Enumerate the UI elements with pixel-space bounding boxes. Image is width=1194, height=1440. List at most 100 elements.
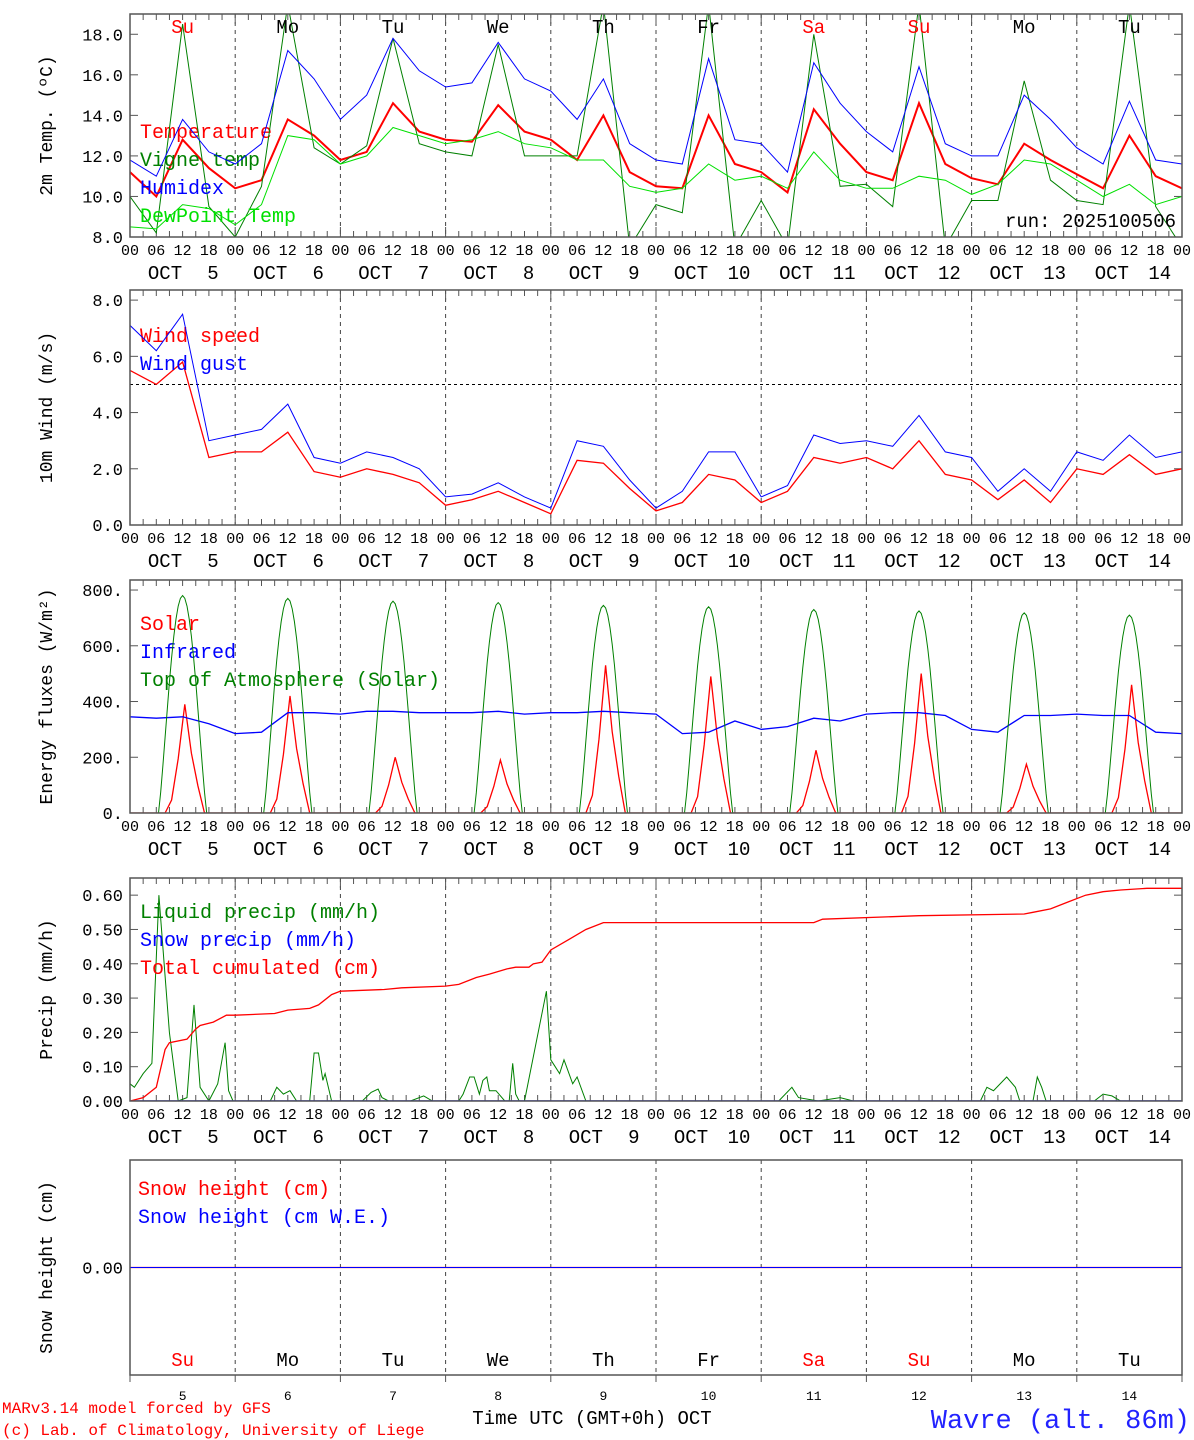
weekday-label: Mo <box>276 17 299 39</box>
y-tick-label: 0.30 <box>82 991 123 1010</box>
hour-label: 18 <box>200 243 218 260</box>
hour-label: 18 <box>936 531 954 548</box>
hour-label: 18 <box>410 1107 428 1124</box>
hour-label: 00 <box>121 243 139 260</box>
weekday-label: Su <box>171 17 194 39</box>
weekday-label: Th <box>592 1350 615 1372</box>
hour-label: 00 <box>752 1107 770 1124</box>
y-axis-label: Snow height (cm) <box>38 1181 58 1354</box>
weekday-label: Sa <box>802 17 825 39</box>
panel-2: 0.0 2.0 4.0 6.0 8.0 Wind speed Wind gust 10m Wi… <box>38 289 1191 573</box>
hour-label: 00 <box>1068 819 1086 836</box>
hour-label: 06 <box>989 819 1007 836</box>
hour-label: 18 <box>726 243 744 260</box>
hour-label: 00 <box>121 819 139 836</box>
hour-label: 18 <box>410 819 428 836</box>
day-number-label: 11 <box>833 551 856 573</box>
hour-label: 18 <box>1147 819 1165 836</box>
day-number-label: 10 <box>728 263 751 285</box>
hour-label: 00 <box>1173 243 1191 260</box>
hour-label: 06 <box>147 243 165 260</box>
weekday-label: Su <box>908 17 931 39</box>
legend-entry: Wind speed <box>140 326 260 349</box>
y-tick-label: 400. <box>82 695 123 714</box>
y-tick-label: 0.20 <box>82 1025 123 1044</box>
month-label: OCT <box>253 839 287 861</box>
weekday-label: Fr <box>697 1350 720 1372</box>
hour-label: 12 <box>594 1107 612 1124</box>
weekday-label: Tu <box>1118 1350 1141 1372</box>
month-label: OCT <box>253 551 287 573</box>
month-label: OCT <box>253 263 287 285</box>
hour-label: 12 <box>1015 243 1033 260</box>
hour-label: 00 <box>647 531 665 548</box>
hour-label: 06 <box>884 243 902 260</box>
hour-label: 06 <box>358 1107 376 1124</box>
y-tick-label: 0.50 <box>82 922 123 941</box>
day-number-label: 12 <box>938 551 961 573</box>
y-tick-label: 600. <box>82 639 123 658</box>
month-label: OCT <box>463 551 497 573</box>
hour-label: 12 <box>700 1107 718 1124</box>
day-number-label: 8 <box>523 839 534 861</box>
month-label: OCT <box>569 263 603 285</box>
hour-label: 06 <box>778 243 796 260</box>
weekday-label: Mo <box>1013 17 1036 39</box>
hour-label: 06 <box>1094 1107 1112 1124</box>
hour-label: 06 <box>673 819 691 836</box>
day-number-label: 7 <box>389 1389 397 1404</box>
series-line-wind-gust <box>130 312 1182 509</box>
hour-label: 00 <box>226 1107 244 1124</box>
hour-label: 06 <box>673 1107 691 1124</box>
month-label: OCT <box>989 1127 1023 1149</box>
y-axis-label: 2m Temp. (ºC) <box>38 55 58 195</box>
location-label: Wavre (alt. 86m) <box>931 1407 1190 1437</box>
day-number-label: 6 <box>312 263 323 285</box>
hour-label: 00 <box>542 1107 560 1124</box>
hour-label: 06 <box>778 531 796 548</box>
panel-5: 0.00 Snow height (cm) Snow height (cm W.E.… <box>38 1159 1183 1404</box>
day-number-label: 12 <box>938 1127 961 1149</box>
month-label: OCT <box>674 263 708 285</box>
hour-label: 18 <box>515 531 533 548</box>
day-number-label: 10 <box>728 1127 751 1149</box>
hour-label: 00 <box>331 243 349 260</box>
month-label: OCT <box>1095 263 1129 285</box>
hour-label: 06 <box>463 1107 481 1124</box>
weekday-label: Su <box>171 1350 194 1372</box>
hour-label: 12 <box>805 243 823 260</box>
month-label: OCT <box>148 263 182 285</box>
hour-label: 12 <box>594 243 612 260</box>
hour-label: 00 <box>121 1107 139 1124</box>
month-label: OCT <box>1095 551 1129 573</box>
day-number-label: 6 <box>312 839 323 861</box>
hour-label: 12 <box>594 819 612 836</box>
hour-label: 18 <box>831 819 849 836</box>
series-line-infrared <box>130 710 1182 735</box>
hour-label: 18 <box>831 243 849 260</box>
month-label: OCT <box>569 1127 603 1149</box>
day-number-label: 8 <box>494 1389 502 1404</box>
day-number-label: 6 <box>312 551 323 573</box>
y-tick-label: 14.0 <box>82 108 123 127</box>
y-tick-label: 0.0 <box>92 518 123 537</box>
legend-entry: Solar <box>140 614 200 637</box>
day-number-label: 5 <box>179 1389 187 1404</box>
weekday-label: Mo <box>276 1350 299 1372</box>
x-axis-label: Time UTC (GMT+0h) OCT <box>472 1408 711 1430</box>
month-label: OCT <box>148 1127 182 1149</box>
hour-label: 12 <box>279 243 297 260</box>
y-axis-label: 10m Wind (m/s) <box>38 332 58 483</box>
hour-label: 06 <box>568 243 586 260</box>
hour-label: 06 <box>252 1107 270 1124</box>
legend-entry: DewPoint Temp <box>140 206 296 229</box>
hour-label: 12 <box>700 531 718 548</box>
day-number-label: 13 <box>1043 1127 1066 1149</box>
hour-label: 00 <box>752 531 770 548</box>
hour-label: 12 <box>805 819 823 836</box>
hour-label: 00 <box>226 819 244 836</box>
y-axis-label: Precip (mm/h) <box>38 919 58 1059</box>
series-line-solar <box>130 665 1182 813</box>
month-label: OCT <box>989 263 1023 285</box>
weekday-label: Tu <box>1118 17 1141 39</box>
